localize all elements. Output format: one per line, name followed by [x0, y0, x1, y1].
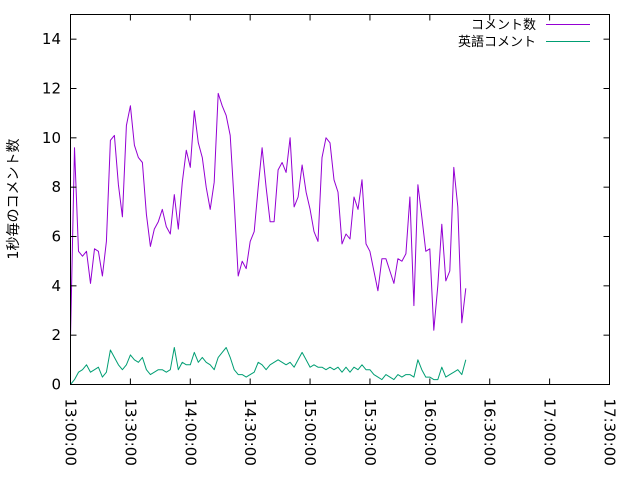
y-tick-label: 4 [51, 277, 61, 295]
series-line-0 [70, 92, 467, 338]
x-tick-label: 17:00:00 [541, 399, 559, 466]
x-tick-label: 16:00:00 [421, 399, 439, 466]
x-tick-label: 13:00:00 [62, 399, 80, 466]
y-tick-label: 6 [51, 228, 61, 246]
x-tick-label: 14:30:00 [241, 399, 259, 466]
legend: コメント数 英語コメント [458, 18, 590, 50]
series-line-1 [70, 347, 467, 385]
x-tick-label: 15:00:00 [301, 399, 319, 466]
series-layer [70, 92, 467, 385]
y-tick-label: 12 [42, 80, 61, 98]
y-axis: 0 2 4 6 8 10 12 14 [42, 30, 610, 394]
y-tick-label: 14 [42, 30, 61, 48]
x-tick-label: 13:30:00 [121, 399, 139, 466]
legend-label-english-comments: 英語コメント [458, 34, 536, 50]
legend-label-comments: コメント数 [471, 18, 536, 33]
x-tick-label: 15:30:00 [361, 399, 379, 466]
x-tick-label: 14:00:00 [181, 399, 199, 466]
x-tick-label: 16:30:00 [481, 399, 499, 466]
y-axis-label: 1秒毎のコメント数 [6, 139, 22, 260]
y-tick-label: 0 [51, 376, 61, 394]
plot-frame [70, 14, 610, 385]
y-tick-label: 2 [51, 326, 61, 344]
x-axis: 13:00:00 13:30:00 14:00:00 14:30:00 15:00:00… [62, 14, 619, 466]
y-tick-label: 8 [51, 178, 61, 196]
x-tick-label: 17:30:00 [601, 399, 619, 466]
y-tick-label: 10 [42, 129, 61, 147]
